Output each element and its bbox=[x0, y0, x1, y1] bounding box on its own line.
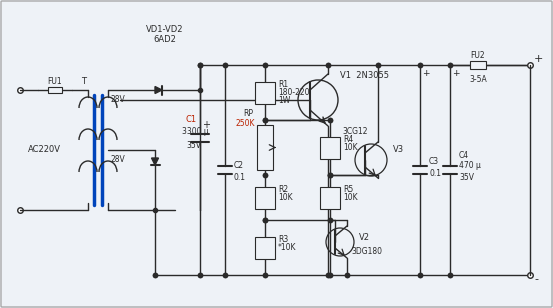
Text: 3300 μ: 3300 μ bbox=[182, 127, 208, 136]
Text: AC220V: AC220V bbox=[28, 145, 61, 155]
Bar bbox=[257, 125, 273, 170]
Text: FU1: FU1 bbox=[48, 76, 62, 86]
Text: 180-220: 180-220 bbox=[278, 88, 310, 97]
Text: R5: R5 bbox=[343, 185, 353, 194]
Text: 28V: 28V bbox=[111, 156, 126, 164]
Text: 3CG12: 3CG12 bbox=[342, 128, 368, 136]
Text: 3-5A: 3-5A bbox=[469, 75, 487, 83]
Bar bbox=[470, 61, 486, 69]
Text: 470 μ: 470 μ bbox=[459, 161, 481, 171]
Text: +: + bbox=[534, 54, 544, 64]
Text: RP: RP bbox=[243, 110, 253, 119]
Text: VD1-VD2: VD1-VD2 bbox=[146, 26, 184, 34]
Text: V2: V2 bbox=[359, 233, 370, 242]
Text: 250K: 250K bbox=[236, 120, 255, 128]
Text: 35V: 35V bbox=[459, 173, 474, 183]
Text: 10K: 10K bbox=[343, 143, 358, 152]
Text: +: + bbox=[452, 68, 460, 78]
Bar bbox=[255, 237, 275, 258]
Text: V3: V3 bbox=[393, 145, 404, 155]
Text: 10K: 10K bbox=[343, 193, 358, 202]
Text: 28V: 28V bbox=[111, 95, 126, 104]
Polygon shape bbox=[152, 158, 159, 165]
Text: R2: R2 bbox=[278, 185, 288, 194]
Text: 10K: 10K bbox=[278, 193, 293, 202]
Text: FU2: FU2 bbox=[471, 51, 486, 59]
Bar bbox=[48, 87, 62, 93]
Text: C4: C4 bbox=[459, 152, 469, 160]
Text: 3DG180: 3DG180 bbox=[351, 248, 382, 257]
Text: C1: C1 bbox=[186, 115, 197, 124]
Bar bbox=[320, 187, 340, 209]
Text: 35V: 35V bbox=[186, 141, 201, 150]
Text: R3: R3 bbox=[278, 235, 288, 244]
Text: 0.1: 0.1 bbox=[429, 169, 441, 179]
Bar bbox=[255, 82, 275, 103]
Text: C2: C2 bbox=[234, 161, 244, 171]
Text: 1W: 1W bbox=[278, 96, 290, 105]
Text: R1: R1 bbox=[278, 80, 288, 89]
Text: R4: R4 bbox=[343, 135, 353, 144]
Text: V1  2N3055: V1 2N3055 bbox=[340, 71, 389, 79]
Text: *10K: *10K bbox=[278, 243, 296, 252]
Text: -: - bbox=[534, 274, 538, 284]
Bar bbox=[320, 136, 340, 159]
Text: T: T bbox=[81, 78, 86, 87]
Text: 6AD2: 6AD2 bbox=[154, 35, 176, 44]
Text: 0.1: 0.1 bbox=[234, 172, 246, 181]
Polygon shape bbox=[155, 87, 162, 94]
Text: +: + bbox=[422, 68, 430, 78]
Text: +: + bbox=[202, 120, 210, 131]
Bar bbox=[255, 187, 275, 209]
Text: C3: C3 bbox=[429, 157, 439, 167]
